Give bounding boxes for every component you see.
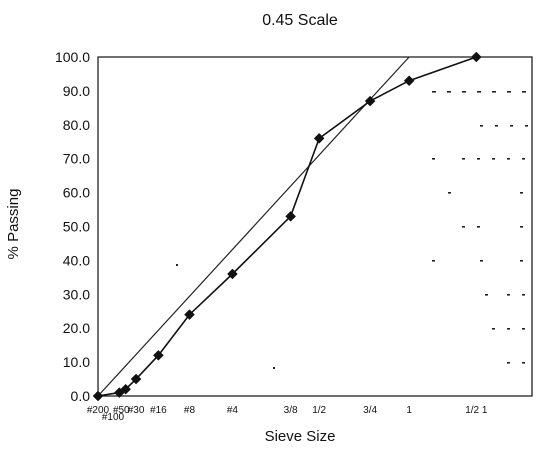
x-tick-label: 3/8 [284,405,298,416]
x-tick-label: #200 [87,405,110,416]
data-point [403,75,415,87]
y-tick-label: 80.0 [63,117,90,133]
x-tick-label: #50 [113,405,130,416]
chart-title: 0.45 Scale [262,12,338,29]
x-tick-label: 1 [406,405,412,416]
x-tick-label: #30 [128,405,145,416]
y-tick-label: 100.0 [55,49,90,65]
data-point [285,210,296,222]
y-tick-label: 70.0 [63,151,90,167]
x-tick-label: 3/4 [363,405,377,416]
data-point [470,51,482,63]
x-axis-label: Sieve Size [265,428,336,445]
y-tick-label: 90.0 [63,83,90,99]
data-point [364,95,376,107]
x-tick-label: #4 [227,405,239,416]
series-markers [92,51,482,402]
data-point [120,383,131,395]
y-tick-label: 10.0 [63,354,90,370]
data-point [130,373,142,385]
y-tick-label: 40.0 [63,252,90,268]
data-point [184,309,195,320]
data-point [92,390,104,402]
data-point [227,268,238,280]
x-tick-label: 1/2 1 [465,405,488,416]
x-tick-label: #8 [184,405,196,416]
y-tick-label: 0.0 [71,388,91,404]
x-tick-label: #16 [150,405,167,416]
x-tick-label: 1/2 [312,405,326,416]
x-tick-label: #100 [102,412,125,423]
x-tick-group: #200#100#50#30 #16 #8 #4 3/8 1/2 3/4 1 1/2 1 [87,405,488,423]
series-line [97,56,477,397]
data-point [313,133,325,144]
data-point [153,349,164,361]
plot-frame [97,56,533,397]
max-density-line [97,56,410,397]
y-tick-label: 60.0 [63,185,90,201]
y-tick-label: 30.0 [63,286,90,302]
y-tick-group: 0.0 10.0 20.0 30.0 40.0 50.0 60.0 70.0 80.0 90.0 1… [55,49,90,404]
y-axis-label: % Passing [5,189,22,260]
y-tick-label: 20.0 [63,320,90,336]
scan-speckles [176,91,528,369]
y-tick-label: 50.0 [63,219,90,235]
